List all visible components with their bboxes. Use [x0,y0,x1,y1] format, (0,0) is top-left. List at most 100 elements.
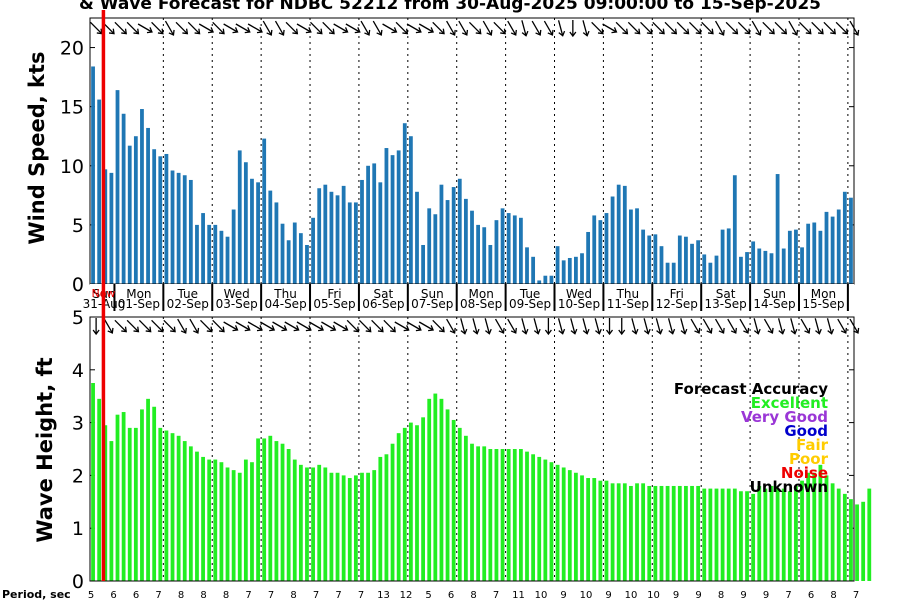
wind-direction-arrow [310,21,323,35]
wind-direction-arrow [382,23,398,34]
wave-bar [665,485,670,581]
legend-title: Forecast Accuracy [673,380,828,398]
wind-bar [531,256,536,284]
period-value: 8 [178,590,184,600]
wind-direction-arrow [725,21,739,35]
wave-bar [561,467,566,581]
wind-bar [519,217,523,284]
wave-direction-arrow [308,321,325,332]
wind-direction-arrow [627,21,641,35]
wave-direction-arrow [247,321,263,332]
wind-bar [812,222,817,284]
wave-direction-arrow [383,319,396,333]
wind-bar [158,156,163,284]
wind-ytick-label: 15 [60,97,84,119]
wave-bar [506,449,511,581]
wind-direction-arrow [458,20,469,36]
wind-direction-arrow [835,21,849,35]
day-date-label: 10-Sep [558,297,600,311]
wind-bar [115,90,120,285]
period-value: 9 [740,590,746,600]
wave-bar [616,483,621,581]
wave-ytick-label: 3 [72,413,84,435]
period-value: 10 [580,590,593,600]
wind-bar [641,229,646,284]
wave-bar [598,480,603,581]
wave-bar [433,393,438,581]
wave-direction-arrow [814,318,822,335]
wind-bar [543,275,548,284]
wave-yticks: 0 1 2 3 4 5 [72,307,854,593]
wind-bar [586,231,591,284]
day-date-label: 11-Sep [607,297,649,311]
wave-bar [250,462,254,581]
wind-direction-arrow [798,21,812,35]
wave-direction-arrow [680,318,688,335]
wind-direction-arrow [126,21,140,35]
wave-direction-arrow [494,318,505,334]
wind-bar [647,235,652,284]
wave-bar [115,414,120,581]
wave-bar [732,488,737,581]
period-value: 6 [448,590,454,600]
wind-direction-arrow [701,21,714,35]
wave-bar [769,485,774,581]
wave-bar [329,472,334,581]
wind-direction-arrow [89,21,103,35]
wave-direction-arrow [296,321,312,332]
wave-direction-arrow [655,318,663,335]
wave-ytick-label: 1 [72,518,84,540]
wind-bar [164,153,169,284]
wave-bar [549,462,554,581]
wind-bar [720,229,725,284]
wave-bar [298,464,303,581]
wave-direction-arrow [177,318,187,334]
wind-bar [677,235,682,284]
wave-bar [836,488,841,581]
wind-direction-arrow [640,21,653,35]
wind-direction-arrow [164,20,175,36]
wave-bar [360,472,364,581]
wave-bar [622,483,627,581]
wind-bar [622,185,627,284]
wave-direction-arrow [544,318,552,336]
wave-bars [91,383,872,581]
wind-bar [280,223,285,284]
wind-bar [830,216,835,284]
wave-bar [195,451,199,581]
wind-bar [818,230,823,284]
wind-bar [427,208,432,284]
wind-direction-arrows [89,20,860,38]
wave-direction-arrow [126,319,140,333]
wave-direction-arrow [284,321,300,332]
wind-bar [195,224,199,284]
wind-bar [763,250,768,284]
wind-direction-arrow [751,20,762,36]
wave-ytick-label: 0 [72,571,84,593]
wave-bar [824,475,829,581]
wind-bar [415,191,419,284]
wave-bar [726,488,731,581]
wave-bar [739,491,743,581]
wave-bar [182,441,187,581]
wind-direction-arrow [531,20,542,36]
period-values: 5 6 6 7 8 8 8 7 7 8 7 7 7 13 12 5 6 8 7 11 10 9 10 9 10 10 9 9 8 9 9 7 6… [88,590,859,600]
wind-ytick-label: 20 [60,38,84,60]
wave-bar [757,485,762,581]
day-name-label: Mon [811,287,836,301]
wave-bar [800,480,804,581]
period-value: 9 [560,590,566,600]
wave-direction-arrow [333,321,349,332]
wave-bar [201,456,205,581]
wind-direction-arrow [235,23,251,34]
wind-bar [824,211,829,284]
wave-bar [751,493,756,581]
wind-direction-arrow [247,23,263,34]
wind-bar [580,253,584,284]
wind-bar [402,123,407,284]
wave-direction-arrow [103,318,114,334]
period-value: 6 [808,590,814,600]
wave-bar [677,485,682,581]
wind-direction-arrow [557,20,566,37]
wind-day-gridlines [162,18,849,284]
